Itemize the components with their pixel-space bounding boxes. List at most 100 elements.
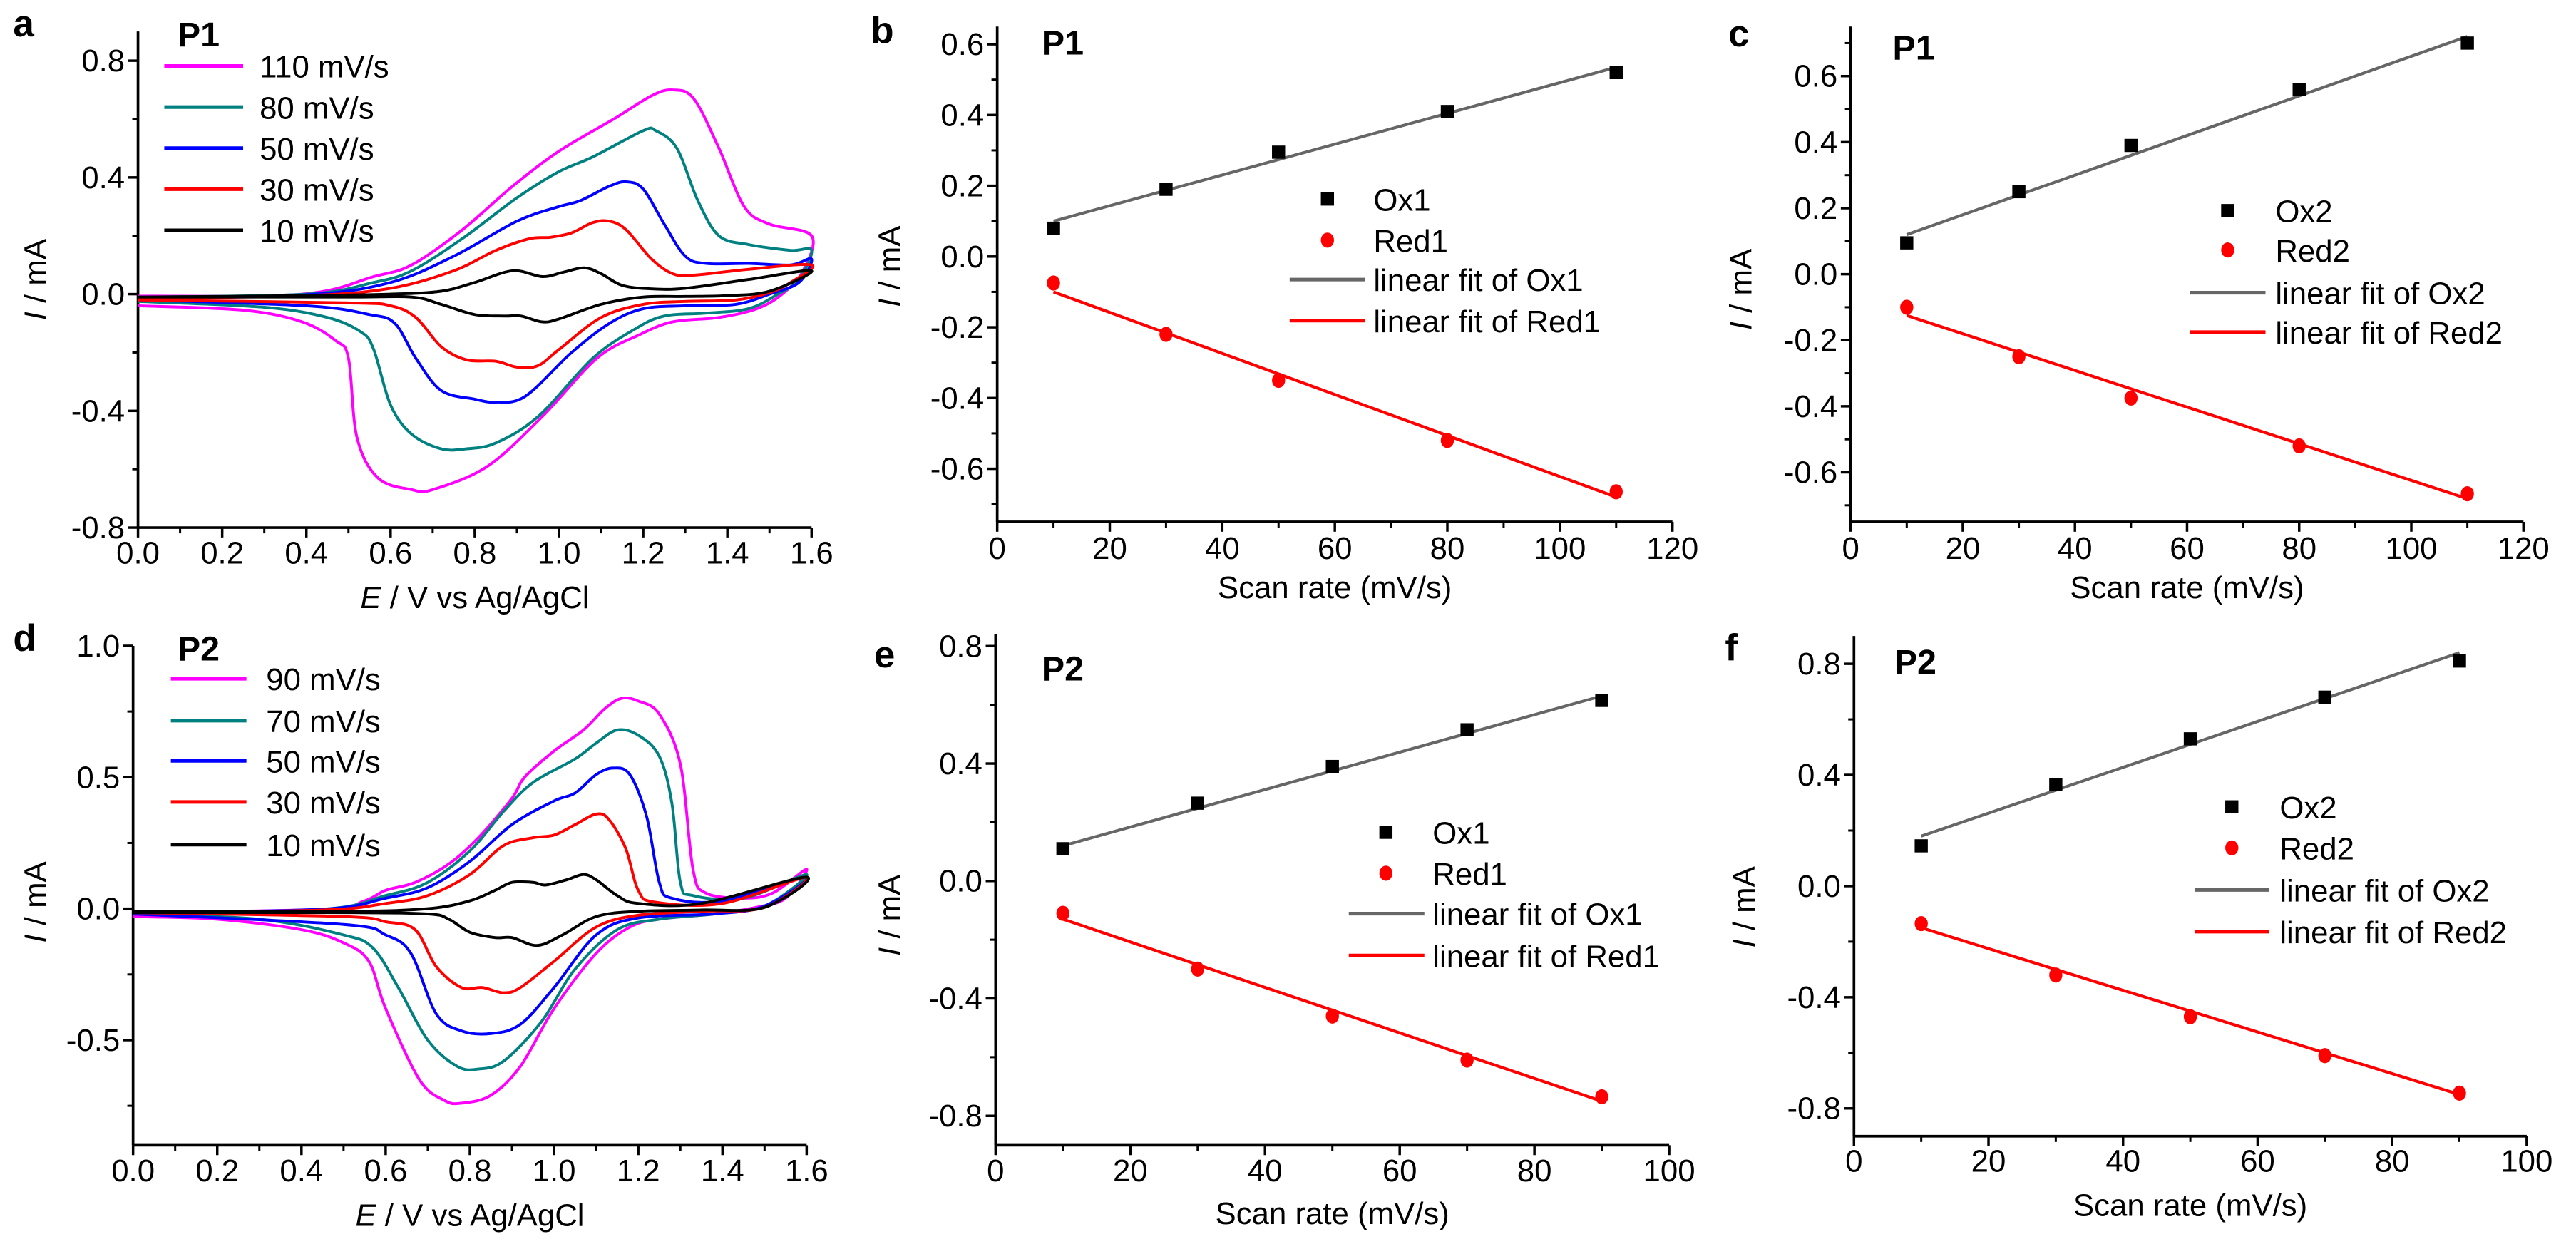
y-axis-title: I / mA: [1723, 248, 1758, 330]
data-point-ox2: [2124, 138, 2138, 153]
legend-label: linear fit of Ox1: [1432, 898, 1642, 932]
y-axis-title-text: / mA: [873, 874, 908, 947]
cv-curve-110-mv-s: [138, 88, 815, 493]
y-tick-label: 0.4: [940, 98, 984, 133]
data-point-ox2: [2183, 732, 2197, 746]
data-point-ox2: [2318, 690, 2332, 704]
y-tick-label: 0.8: [1797, 647, 1841, 682]
legend-label: 110 mV/s: [260, 50, 389, 85]
x-tick-label: 60: [1318, 531, 1353, 566]
y-tick-label: 0.6: [940, 27, 984, 62]
x-tick-label: 20: [1971, 1143, 2006, 1178]
y-tick-label: 0.0: [81, 277, 125, 312]
y-tick-label: 0.4: [1797, 758, 1841, 793]
y-tick-label: -0.4: [928, 981, 982, 1016]
x-tick-label: 80: [2375, 1143, 2410, 1178]
x-tick-label: 0: [987, 1153, 1004, 1188]
x-tick-label: 80: [2282, 531, 2316, 566]
x-tick-label: 0.2: [195, 1153, 239, 1188]
x-tick-label: 0.4: [284, 536, 328, 571]
x-tick-label: 80: [1430, 531, 1465, 566]
x-tick-label: 120: [2498, 531, 2550, 566]
data-point-red2: [2183, 1009, 2197, 1024]
y-tick-label: 0.0: [940, 240, 984, 274]
data-point-ox2: [2292, 83, 2306, 96]
data-point-red2: [2124, 390, 2138, 406]
data-point-red2: [2292, 438, 2306, 454]
y-axis-title-text: / mA: [19, 238, 53, 312]
data-point-red2: [2318, 1048, 2332, 1064]
data-point-ox2: [2453, 654, 2466, 668]
y-tick-label: 0.8: [939, 629, 982, 664]
cv-curve-10-mv-s: [133, 873, 810, 947]
x-axis-title: Scan rate (mV/s): [1218, 570, 1452, 605]
legend-marker-square: [1320, 192, 1335, 206]
panel-letter: e: [874, 634, 895, 676]
panel-a: 0.0 0.2 0.4 0.6 0.8 1.0 1.2 1.4 1.6 -0.8 -0.4 0.0 0.…: [13, 3, 833, 615]
data-point-ox1: [1056, 842, 1070, 855]
y-tick-label: 0.4: [1794, 125, 1837, 160]
data-point-ox2: [1914, 839, 1928, 853]
y-tick-label: 0.2: [940, 169, 984, 204]
y-tick-label: 0.0: [1797, 869, 1841, 904]
y-axis-title: I / mA: [873, 225, 908, 307]
x-tick-label: 60: [1382, 1153, 1417, 1188]
cv-curve-90-mv-s: [133, 697, 809, 1106]
legend-label: Red2: [2275, 234, 2350, 269]
x-axis-title: E / V vs Ag/AgCl: [355, 1198, 584, 1233]
legend-label: Ox1: [1373, 183, 1430, 217]
y-axis-title-text: / mA: [873, 225, 908, 299]
x-tick-label: 20: [1113, 1153, 1148, 1188]
data-point-ox2: [2049, 778, 2063, 791]
sample-label: P2: [1042, 649, 1084, 688]
data-point-ox2: [2460, 36, 2474, 50]
panel-letter: c: [1728, 13, 1749, 55]
y-axis-title: I / mA: [19, 860, 53, 942]
x-tick-label: 40: [2105, 1143, 2140, 1178]
data-point-ox1: [1272, 145, 1286, 159]
x-tick-label: 1.0: [538, 536, 581, 571]
x-tick-label: 0: [1845, 1143, 1862, 1178]
x-tick-label: 120: [1646, 531, 1698, 566]
data-point-red2: [2012, 349, 2026, 365]
data-point-ox1: [1191, 796, 1204, 810]
legend-marker-square: [2221, 204, 2234, 217]
y-tick-label: -0.6: [930, 452, 984, 487]
x-tick-label: 20: [1946, 531, 1981, 566]
data-point-red1: [1047, 275, 1060, 291]
cv-curve-50-mv-s: [138, 180, 814, 404]
data-point-ox2: [1900, 236, 1914, 250]
y-axis-title-text: / mA: [1727, 865, 1762, 939]
legend-marker-square: [2225, 800, 2239, 813]
data-point-red1: [1272, 372, 1286, 389]
legend-marker-circle: [2225, 840, 2239, 855]
x-tick-label: 1.2: [617, 1153, 660, 1188]
y-tick-label: 1.0: [76, 629, 120, 664]
y-tick-label: -0.5: [66, 1023, 120, 1058]
panel-b: 0 20 40 60 80 100 120 -0.6 -0.4 -0.2 0.0 0.2 0.4 0.6 S…: [871, 9, 1698, 605]
legend-label: 30 mV/s: [266, 786, 381, 821]
y-axis-title-var: I: [873, 299, 908, 307]
y-axis-title-text: / mA: [1723, 248, 1758, 322]
y-axis-title-var: I: [873, 947, 908, 956]
data-point-red1: [1609, 484, 1623, 500]
fit-line-0: [1906, 35, 2468, 237]
y-axis-title-var: I: [19, 312, 53, 320]
legend-label: Red2: [2279, 832, 2354, 867]
cv-curve-10-mv-s: [138, 266, 814, 324]
legend-label: linear fit of Ox1: [1373, 263, 1583, 298]
x-axis-title: Scan rate (mV/s): [1216, 1196, 1449, 1231]
x-axis-title-text: Scan rate (mV/s): [1218, 570, 1452, 605]
data-point-red2: [2049, 967, 2063, 983]
y-tick-label: -0.8: [1787, 1091, 1840, 1126]
legend-marker-square: [1379, 826, 1393, 839]
legend-label: linear fit of Red2: [2279, 915, 2507, 950]
y-tick-label: 0.0: [76, 892, 120, 927]
legend-label: Red1: [1373, 224, 1448, 259]
x-axis-title-text: Scan rate (mV/s): [2073, 1188, 2307, 1223]
y-axis-title: I / mA: [873, 874, 908, 956]
cv-curve-50-mv-s: [133, 766, 809, 1036]
data-point-red1: [1595, 1089, 1608, 1105]
x-axis-title-text: Scan rate (mV/s): [1216, 1196, 1449, 1231]
